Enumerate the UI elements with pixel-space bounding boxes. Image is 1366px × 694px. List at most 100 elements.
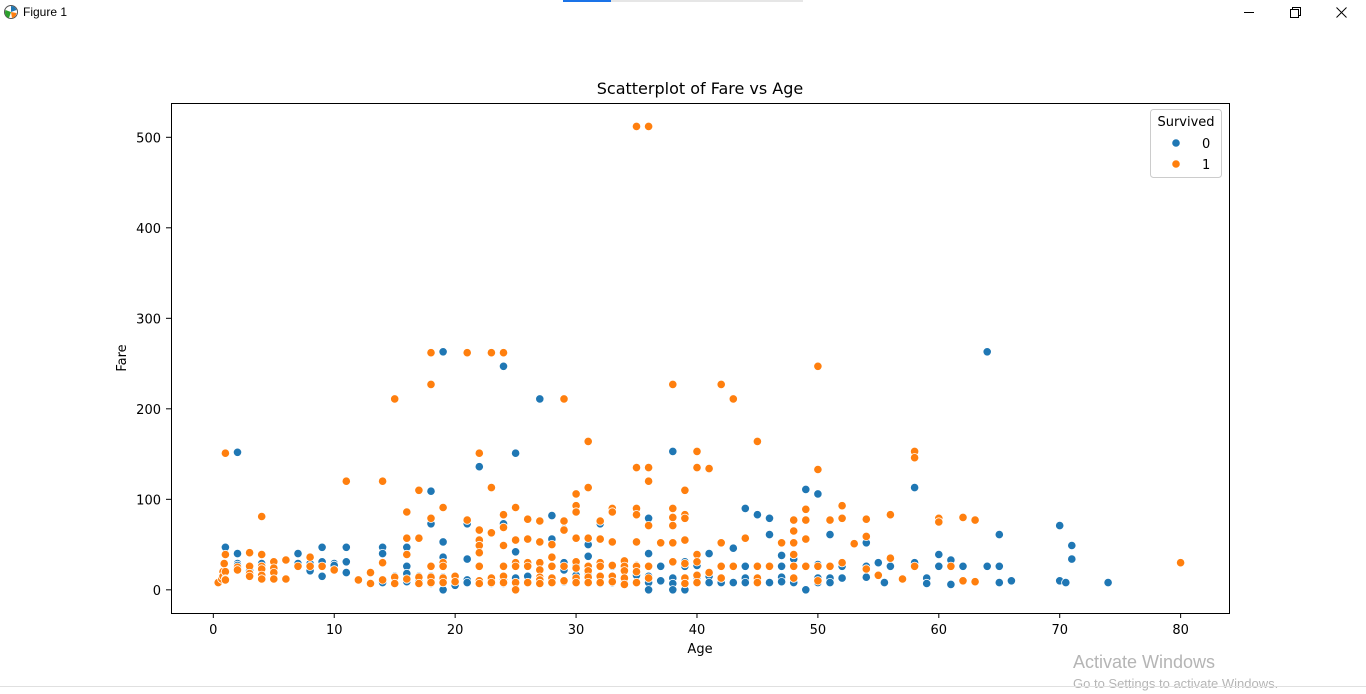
x-tick-label: 50 [810, 623, 827, 638]
data-point-survived-1 [498, 561, 509, 571]
data-point-survived-1 [547, 552, 557, 562]
data-point-survived-1 [535, 578, 545, 589]
data-point-survived-1 [583, 482, 593, 493]
x-tick-label: 10 [326, 623, 343, 638]
data-point-survived-0 [994, 529, 1004, 540]
data-point-survived-1 [668, 538, 678, 548]
data-point-survived-1 [825, 515, 835, 525]
data-point-survived-1 [583, 533, 593, 543]
data-point-survived-0 [317, 542, 327, 552]
minimize-button[interactable] [1226, 0, 1272, 24]
data-point-survived-1 [789, 526, 799, 536]
data-point-survived-1 [583, 436, 593, 446]
data-point-survived-1 [958, 512, 968, 523]
close-button[interactable] [1318, 0, 1364, 24]
data-point-survived-1 [776, 538, 787, 548]
data-point-survived-1 [801, 561, 811, 571]
data-point-survived-1 [607, 537, 617, 547]
data-point-survived-1 [728, 394, 738, 404]
data-point-survived-1 [704, 567, 714, 578]
data-point-survived-1 [438, 561, 448, 571]
data-point-survived-0 [656, 576, 666, 586]
data-point-survived-1 [571, 563, 581, 573]
data-point-survived-1 [438, 502, 448, 513]
data-point-survived-1 [680, 535, 690, 545]
data-point-survived-1 [426, 577, 436, 588]
data-point-survived-1 [789, 515, 799, 525]
data-point-survived-0 [317, 571, 327, 581]
data-point-survived-1 [692, 462, 702, 473]
data-point-survived-1 [825, 561, 835, 571]
data-point-survived-0 [583, 551, 593, 561]
data-point-survived-1 [317, 561, 327, 571]
data-point-survived-1 [970, 577, 980, 587]
data-point-survived-0 [813, 489, 823, 499]
data-point-survived-1 [535, 516, 545, 526]
data-point-survived-0 [438, 537, 448, 547]
data-point-survived-1 [764, 561, 775, 571]
data-point-survived-1 [801, 504, 811, 514]
data-point-survived-0 [801, 484, 811, 494]
data-point-survived-1 [668, 503, 678, 513]
legend-entries: 01 [1171, 137, 1210, 173]
y-tick-label: 500 [136, 131, 161, 146]
data-point-survived-0 [922, 578, 932, 589]
data-point-survived-1 [220, 575, 230, 585]
data-point-survived-1 [716, 379, 726, 389]
maximize-button[interactable] [1272, 0, 1318, 24]
data-point-survived-1 [498, 540, 509, 551]
data-point-survived-1 [281, 574, 291, 584]
data-point-survived-1 [704, 463, 714, 474]
data-point-survived-1 [559, 561, 569, 571]
data-point-survived-1 [414, 485, 424, 495]
data-point-survived-0 [837, 573, 847, 583]
data-point-survived-0 [498, 361, 509, 371]
data-point-survived-1 [789, 549, 799, 560]
data-point-survived-1 [426, 348, 436, 358]
data-point-survived-1 [486, 577, 496, 588]
data-point-survived-0 [704, 577, 714, 588]
data-point-survived-1 [474, 561, 484, 571]
data-point-survived-1 [523, 514, 533, 524]
data-point-survived-1 [559, 576, 569, 586]
top-progress-bar [563, 0, 803, 2]
data-point-survived-1 [668, 557, 678, 567]
data-point-survived-1 [547, 539, 557, 550]
data-point-survived-1 [752, 577, 763, 588]
watermark-line-1: Activate Windows [1073, 652, 1216, 672]
data-point-survived-1 [885, 510, 896, 520]
data-point-survived-1 [692, 446, 702, 456]
data-point-survived-1 [402, 549, 412, 560]
data-point-survived-1 [595, 561, 605, 571]
data-point-survived-1 [631, 462, 642, 473]
data-point-survived-1 [631, 510, 642, 520]
data-point-survived-1 [631, 577, 642, 588]
data-point-survived-1 [390, 578, 400, 589]
data-point-survived-1 [462, 348, 472, 358]
legend-marker-1 [1171, 159, 1181, 169]
data-point-survived-1 [861, 514, 871, 524]
top-progress-fill [563, 0, 611, 2]
data-point-survived-0 [764, 577, 775, 588]
data-point-survived-0 [668, 446, 678, 456]
data-point-survived-1 [716, 538, 726, 548]
data-point-survived-0 [1061, 577, 1071, 588]
data-point-survived-1 [486, 348, 496, 358]
data-point-survived-1 [510, 535, 521, 545]
data-point-survived-0 [934, 549, 944, 560]
data-point-survived-1 [426, 513, 436, 523]
data-point-survived-0 [462, 577, 472, 588]
data-point-survived-1 [365, 578, 376, 589]
data-point-survived-1 [595, 534, 605, 544]
data-point-survived-0 [341, 567, 351, 578]
data-point-survived-1 [281, 555, 291, 565]
data-point-survived-0 [1055, 520, 1065, 531]
data-point-survived-0 [510, 547, 521, 557]
data-point-survived-1 [643, 462, 654, 473]
data-point-survived-0 [934, 561, 944, 571]
data-point-survived-1 [293, 561, 303, 571]
data-point-survived-1 [861, 531, 871, 542]
data-point-survived-1 [426, 379, 436, 389]
minimize-icon [1244, 12, 1254, 13]
data-point-survived-0 [535, 394, 545, 404]
